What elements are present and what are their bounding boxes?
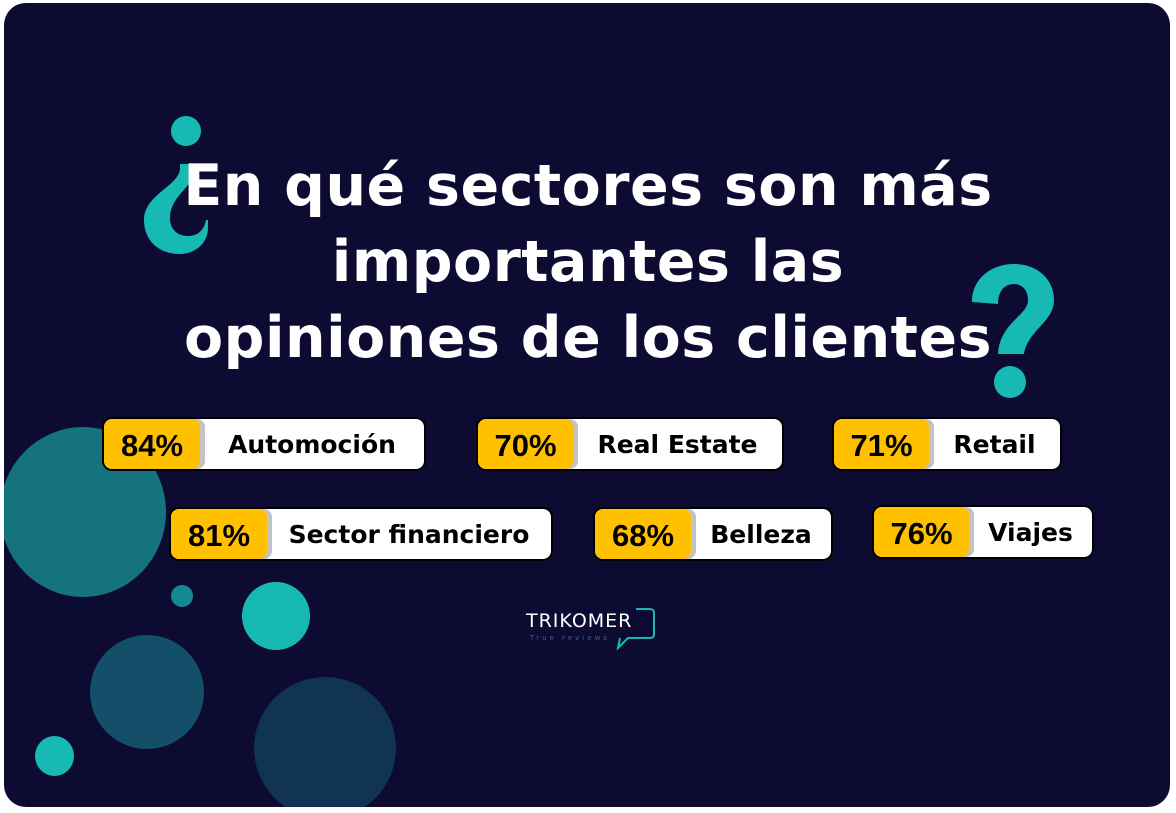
- title-line-3: opiniones de los clientes: [184, 305, 992, 371]
- title-line-2: importantes las: [331, 229, 845, 295]
- speech-bubble-icon: [616, 608, 655, 650]
- sector-label: Retail: [953, 429, 1036, 459]
- sector-card-retail: 71% Retail: [832, 417, 1062, 471]
- percent-badge: 68%: [595, 509, 691, 559]
- decor-circle-tiny: [171, 585, 193, 607]
- percent-badge: 76%: [874, 507, 969, 557]
- sector-label: Sector financiero: [288, 519, 530, 549]
- sector-label: Automoción: [228, 429, 396, 459]
- title-line-1: En qué sectores son más: [183, 153, 993, 219]
- sector-card-real-estate: 70% Real Estate: [476, 417, 784, 471]
- decor-circle-small-teal: [35, 736, 74, 776]
- sector-card-belleza: 68% Belleza: [593, 507, 833, 561]
- percent-badge: 71%: [834, 419, 929, 469]
- percent-badge: 70%: [478, 419, 573, 469]
- question-mark-icon: [972, 264, 1054, 398]
- decor-circle-teal: [242, 582, 310, 650]
- sector-label: Belleza: [710, 519, 812, 549]
- sector-card-sector-financiero: 81% Sector financiero: [169, 507, 553, 561]
- logo-tagline: True reviews: [530, 634, 610, 642]
- sector-label: Viajes: [988, 517, 1073, 547]
- sector-card-automocion: 84% Automoción: [102, 417, 426, 471]
- percent-badge: 81%: [171, 509, 267, 559]
- inverted-question-mark-icon: [144, 116, 208, 254]
- trikomer-logo: TRIKOMER True reviews: [524, 604, 658, 650]
- sector-card-viajes: 76% Viajes: [872, 505, 1094, 559]
- page-title: En qué sectores son más importantes las …: [0, 148, 1176, 376]
- sector-label: Real Estate: [597, 429, 758, 459]
- percent-badge: 84%: [104, 419, 200, 469]
- logo-brand: TRIKOMER: [526, 610, 633, 632]
- decor-circle-dark: [254, 677, 396, 807]
- decor-circle-mid: [90, 635, 204, 749]
